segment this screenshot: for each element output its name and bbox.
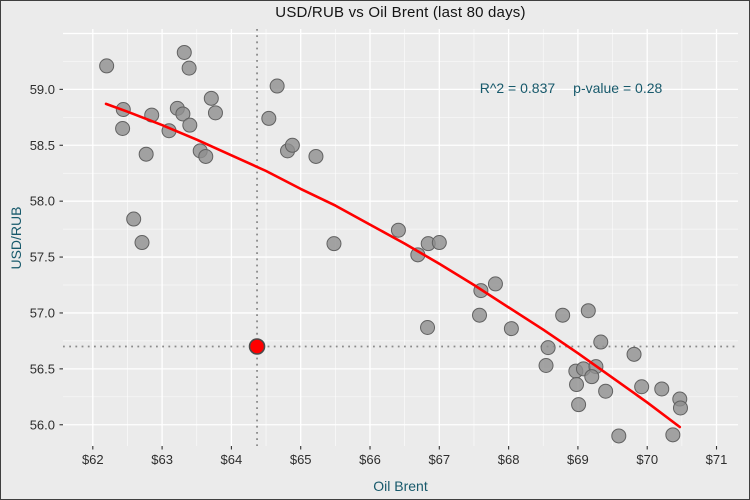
x-tick-label: $67 — [428, 452, 450, 467]
data-point — [571, 397, 587, 413]
data-point — [176, 44, 192, 60]
data-point — [390, 222, 406, 238]
x-tick-label: $65 — [290, 452, 312, 467]
y-axis-title: USD/RUB — [8, 206, 24, 270]
data-point — [203, 90, 219, 106]
data-point — [472, 307, 488, 323]
x-tick-label: $64 — [221, 452, 243, 467]
data-point — [182, 117, 198, 133]
data-point — [126, 211, 142, 227]
data-point — [198, 148, 214, 164]
trend-line — [104, 102, 682, 429]
data-point — [207, 105, 223, 121]
chart-title: USD/RUB vs Oil Brent (last 80 days) — [275, 4, 526, 21]
x-tick-label: $71 — [706, 452, 728, 467]
data-point — [308, 148, 324, 164]
y-tick-label: 57.5 — [30, 250, 55, 265]
data-point — [99, 58, 115, 74]
data-point — [175, 106, 191, 122]
stats-annotation: R^2 = 0.837 p-value = 0.28 — [421, 80, 721, 96]
x-tick-label: $68 — [498, 452, 520, 467]
data-point — [503, 321, 519, 337]
y-tick-label: 56.0 — [30, 417, 55, 432]
x-tick-label: $69 — [567, 452, 589, 467]
data-point — [665, 427, 681, 443]
data-point — [611, 428, 627, 444]
data-point — [540, 340, 556, 356]
data-point — [420, 319, 436, 335]
data-point — [555, 307, 571, 323]
data-point — [138, 146, 154, 162]
data-point — [431, 235, 447, 251]
y-tick-label: 58.5 — [30, 138, 55, 153]
data-point — [593, 334, 609, 350]
y-tick-label: 59.0 — [30, 82, 55, 97]
y-tick-label: 56.5 — [30, 361, 55, 376]
x-tick-label: $63 — [151, 452, 173, 467]
y-tick-label: 58.0 — [30, 194, 55, 209]
data-point — [261, 110, 277, 126]
x-tick-label: $70 — [636, 452, 658, 467]
data-point — [598, 383, 614, 399]
highlighted-point — [248, 338, 266, 355]
data-point — [284, 137, 300, 153]
data-point — [487, 276, 503, 292]
y-tick-label: 57.0 — [30, 305, 55, 320]
data-point — [580, 303, 596, 319]
x-axis-title: Oil Brent — [373, 478, 428, 494]
data-point — [134, 235, 150, 251]
data-point — [672, 400, 688, 416]
data-point — [634, 379, 650, 395]
x-tick-label: $62 — [82, 452, 104, 467]
r-squared-value: R^2 = 0.837 — [479, 80, 556, 96]
data-point — [584, 369, 600, 385]
data-point — [538, 358, 554, 374]
data-point — [626, 346, 642, 362]
p-value: p-value = 0.28 — [573, 80, 663, 96]
data-point — [269, 78, 285, 94]
data-point — [115, 120, 131, 136]
data-point — [654, 381, 670, 397]
data-point — [569, 377, 585, 393]
data-point — [181, 60, 197, 76]
data-point — [326, 236, 342, 252]
x-tick-label: $66 — [359, 452, 381, 467]
